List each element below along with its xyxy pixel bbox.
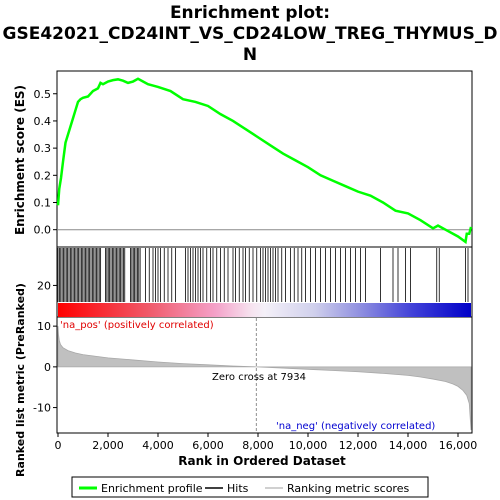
zero-cross-label: Zero cross at 7934	[212, 372, 306, 383]
x-tick-label: 10,000	[289, 439, 328, 452]
chart-title-line3: N	[243, 45, 257, 65]
positive-correlation-label: 'na_pos' (positively correlated)	[60, 320, 214, 331]
es-y-axis-label: Enrichment score (ES)	[13, 85, 27, 235]
x-tick-label: 6,000	[192, 439, 224, 452]
x-tick-label: 0	[55, 439, 62, 452]
negative-correlation-label: 'na_neg' (negatively correlated)	[276, 421, 435, 432]
legend-label-ranking: Ranking metric scores	[287, 482, 409, 495]
legend-label-enrichment: Enrichment profile	[101, 482, 203, 495]
metric-y-tick-label: 10	[37, 320, 51, 333]
metric-y-axis-label: Ranked list metric (PreRanked)	[14, 283, 27, 477]
x-tick-label: 16,000	[439, 439, 478, 452]
legend-box	[71, 476, 429, 498]
x-tick-label: 2,000	[92, 439, 124, 452]
es-y-tick-label: 0.5	[34, 88, 52, 101]
x-axis-label: Rank in Ordered Dataset	[178, 454, 346, 468]
x-tick-label: 14,000	[389, 439, 428, 452]
metric-y-tick-label: 20	[37, 279, 51, 292]
es-y-tick-label: 0.3	[34, 142, 52, 155]
es-y-tick-label: 0.1	[34, 197, 52, 210]
es-y-tick-label: 0.4	[34, 115, 52, 128]
x-tick-label: 12,000	[339, 439, 378, 452]
enrichment-profile-line	[56, 77, 473, 245]
ranked-list-color-bar	[58, 303, 471, 317]
es-panel-frame	[56, 70, 473, 248]
metric-y-tick-label: 0	[44, 361, 51, 374]
es-y-tick-label: 0.2	[34, 169, 52, 182]
x-tick-label: 4,000	[142, 439, 174, 452]
chart-title-line1: Enrichment plot:	[170, 3, 330, 23]
x-tick-label: 8,000	[242, 439, 274, 452]
chart-title-line2: GSE42021_CD24INT_VS_CD24LOW_TREG_THYMUS_…	[3, 24, 498, 44]
metric-y-tick-label: -10	[33, 402, 51, 415]
ranking-metric-area	[57, 326, 472, 430]
es-y-tick-label: 0.0	[34, 224, 52, 237]
legend-label-hits: Hits	[227, 482, 249, 495]
